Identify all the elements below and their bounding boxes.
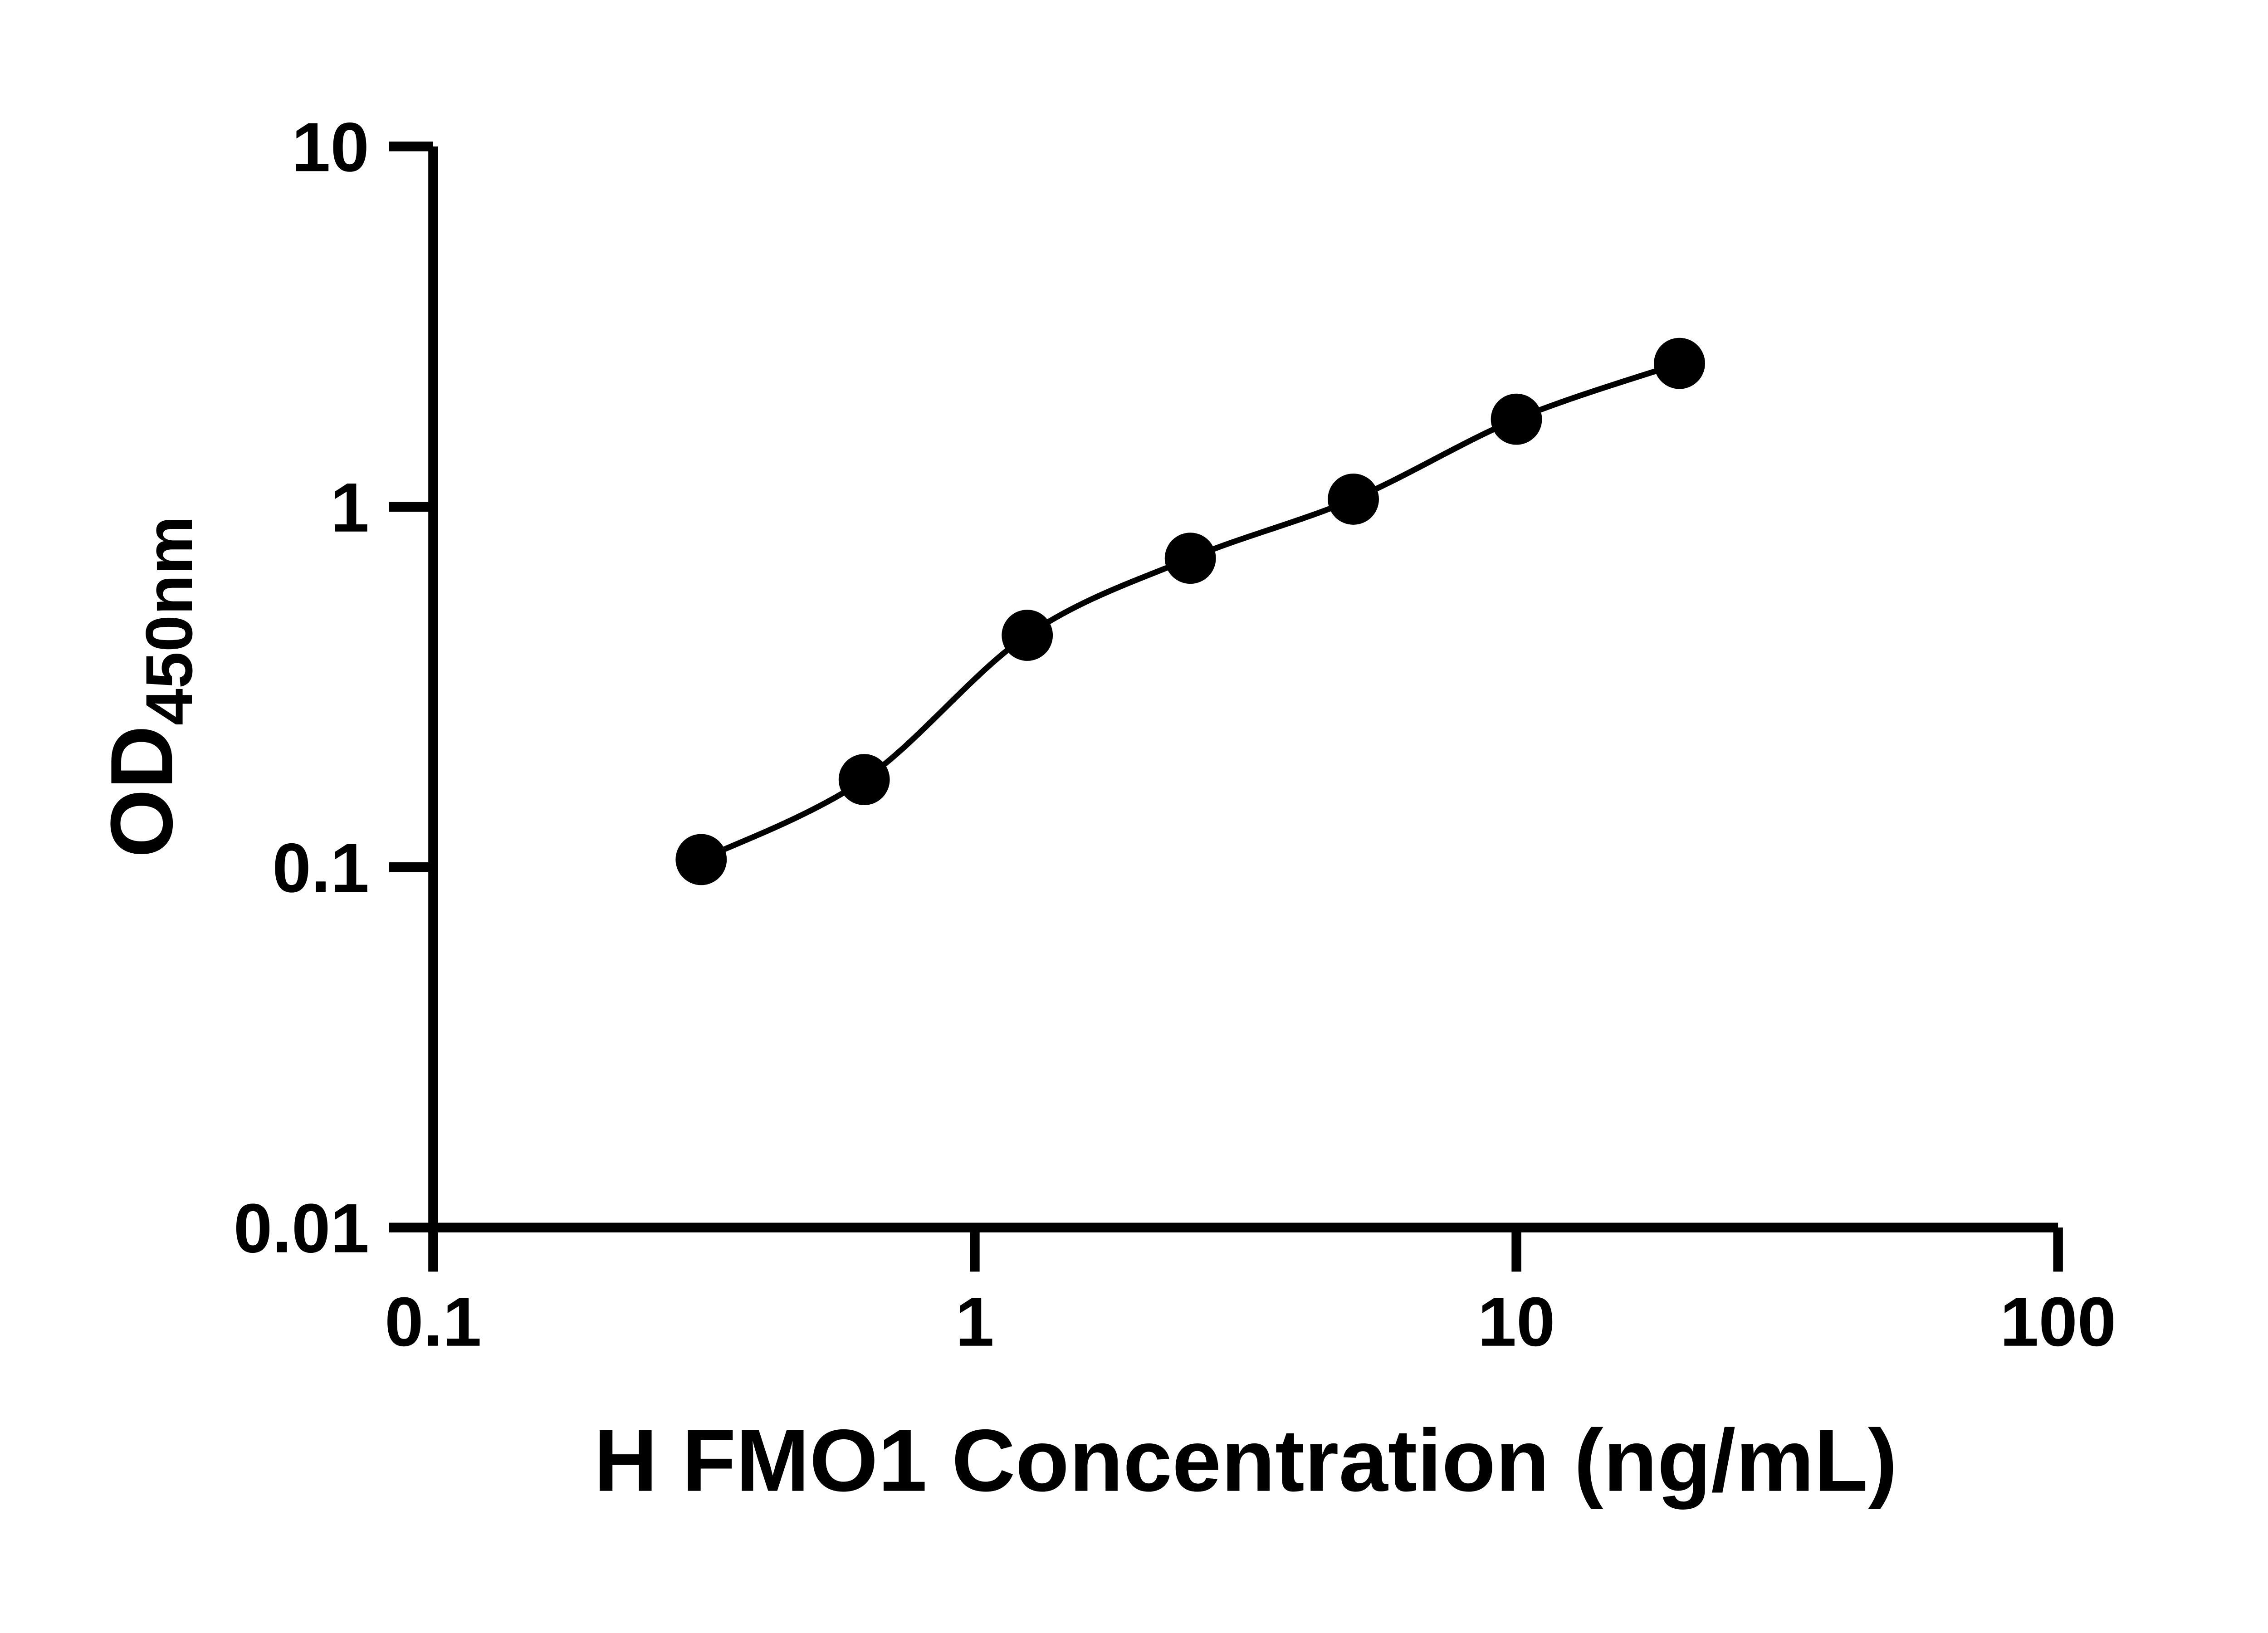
x-tick-label: 10	[1478, 1283, 1555, 1361]
data-point	[1328, 474, 1379, 525]
y-axis-title-main: OD	[93, 725, 191, 858]
x-tick-label: 1	[955, 1283, 994, 1361]
data-point	[838, 754, 890, 805]
x-axis-title: H FMO1 Concentration (ng/mL)	[594, 1412, 1897, 1510]
y-tick-label: 0.01	[234, 1189, 369, 1267]
chart-container: 0.1 1 10 100 10 1 0.1 0.01 H FMO1 Concentration…	[93, 108, 2116, 1510]
y-axis-title-sub: 450nm	[132, 516, 206, 725]
y-tick-label: 10	[292, 108, 369, 186]
y-axis-title: OD450nm	[93, 516, 206, 858]
data-point	[1164, 533, 1216, 584]
y-tick-label: 1	[330, 469, 369, 547]
axes	[428, 146, 2058, 1232]
data-point	[1002, 610, 1053, 661]
data-point	[675, 834, 727, 885]
data-point	[1491, 393, 1542, 445]
y-tick-label: 0.1	[272, 829, 369, 907]
data-point	[1654, 337, 1705, 389]
x-tick-label: 0.1	[385, 1283, 482, 1361]
x-tick-label: 100	[2000, 1283, 2116, 1361]
